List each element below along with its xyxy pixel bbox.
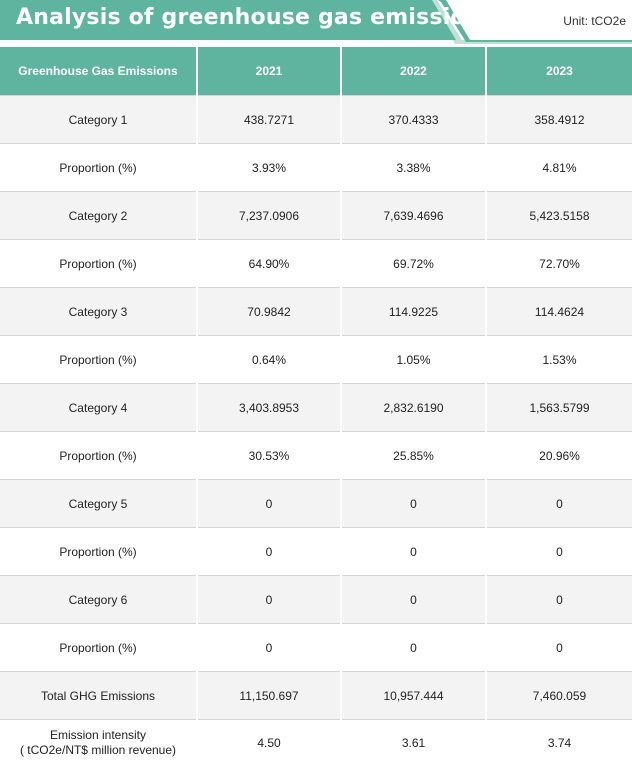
table-cell: 70.9842 [197,288,341,336]
table-row: Proportion (%) 3.93% 3.38% 4.81% [0,144,632,192]
table-cell: 7,639.4696 [341,192,486,240]
table-cell: 7,237.0906 [197,192,341,240]
table-row: Proportion (%) 0.64% 1.05% 1.53% [0,336,632,384]
table-cell: 114.4624 [486,288,632,336]
table-cell: 25.85% [341,432,486,480]
table-cell: 0 [197,528,341,576]
table-cell: 69.72% [341,240,486,288]
table-cell: 1.05% [341,336,486,384]
table-header-row: Greenhouse Gas Emissions 2021 2022 2023 [0,47,632,96]
table-row: Proportion (%) 0 0 0 [0,624,632,672]
table-row: Proportion (%) 30.53% 25.85% 20.96% [0,432,632,480]
table-cell: 0 [197,624,341,672]
table-cell: 30.53% [197,432,341,480]
table-cell: 0 [341,624,486,672]
page-title: Analysis of greenhouse gas emissions [16,5,495,30]
table-cell: 20.96% [486,432,632,480]
table-cell: 0 [341,528,486,576]
table-cell: 0 [486,480,632,528]
table-cell: 0 [341,480,486,528]
table-row: Category 5 0 0 0 [0,480,632,528]
table-cell: 3.74 [486,720,632,766]
table-cell: 0 [486,576,632,624]
table-row: Category 4 3,403.8953 2,832.6190 1,563.5… [0,384,632,432]
table-cell: 3.61 [341,720,486,766]
table-cell: 4.81% [486,144,632,192]
table-row: Emission intensity ( tCO2e/NT$ million r… [0,720,632,766]
table-row: Proportion (%) 0 0 0 [0,528,632,576]
table-cell: 10,957.444 [341,672,486,720]
table-cell: 3.93% [197,144,341,192]
table-cell: 3.38% [341,144,486,192]
header-banner: Analysis of greenhouse gas emissions Uni… [0,0,632,44]
table-cell: 0.64% [197,336,341,384]
column-header: 2023 [486,47,632,96]
row-label: Category 2 [0,192,197,240]
table-cell: 0 [197,480,341,528]
table-cell: 370.4333 [341,96,486,144]
unit-label: Unit: tCO2e [563,14,626,28]
table-cell: 0 [486,528,632,576]
row-label: Category 6 [0,576,197,624]
row-label: Category 4 [0,384,197,432]
table-row: Total GHG Emissions 11,150.697 10,957.44… [0,672,632,720]
table-cell: 0 [341,576,486,624]
row-label: Proportion (%) [0,528,197,576]
table-row: Proportion (%) 64.90% 69.72% 72.70% [0,240,632,288]
table-row: Category 2 7,237.0906 7,639.4696 5,423.5… [0,192,632,240]
row-label: Proportion (%) [0,624,197,672]
row-label: Category 3 [0,288,197,336]
table-row: Category 3 70.9842 114.9225 114.4624 [0,288,632,336]
column-header: Greenhouse Gas Emissions [0,47,197,96]
row-label: Emission intensity ( tCO2e/NT$ million r… [0,720,197,766]
table-cell: 5,423.5158 [486,192,632,240]
table-cell: 3,403.8953 [197,384,341,432]
row-label: Proportion (%) [0,240,197,288]
table-cell: 1.53% [486,336,632,384]
table-cell: 1,563.5799 [486,384,632,432]
table-row: Category 6 0 0 0 [0,576,632,624]
row-label: Category 1 [0,96,197,144]
row-label: Proportion (%) [0,336,197,384]
table-cell: 0 [197,576,341,624]
table-cell: 11,150.697 [197,672,341,720]
table-cell: 358.4912 [486,96,632,144]
column-header: 2021 [197,47,341,96]
table-cell: 64.90% [197,240,341,288]
row-label: Proportion (%) [0,432,197,480]
table-cell: 7,460.059 [486,672,632,720]
row-label: Category 5 [0,480,197,528]
table-cell: 438.7271 [197,96,341,144]
table-cell: 72.70% [486,240,632,288]
table-cell: 2,832.6190 [341,384,486,432]
emissions-table: Greenhouse Gas Emissions 2021 2022 2023 … [0,47,632,766]
column-header: 2022 [341,47,486,96]
table-cell: 0 [486,624,632,672]
row-label: Proportion (%) [0,144,197,192]
table-cell: 4.50 [197,720,341,766]
table-row: Category 1 438.7271 370.4333 358.4912 [0,96,632,144]
table-cell: 114.9225 [341,288,486,336]
row-label: Total GHG Emissions [0,672,197,720]
